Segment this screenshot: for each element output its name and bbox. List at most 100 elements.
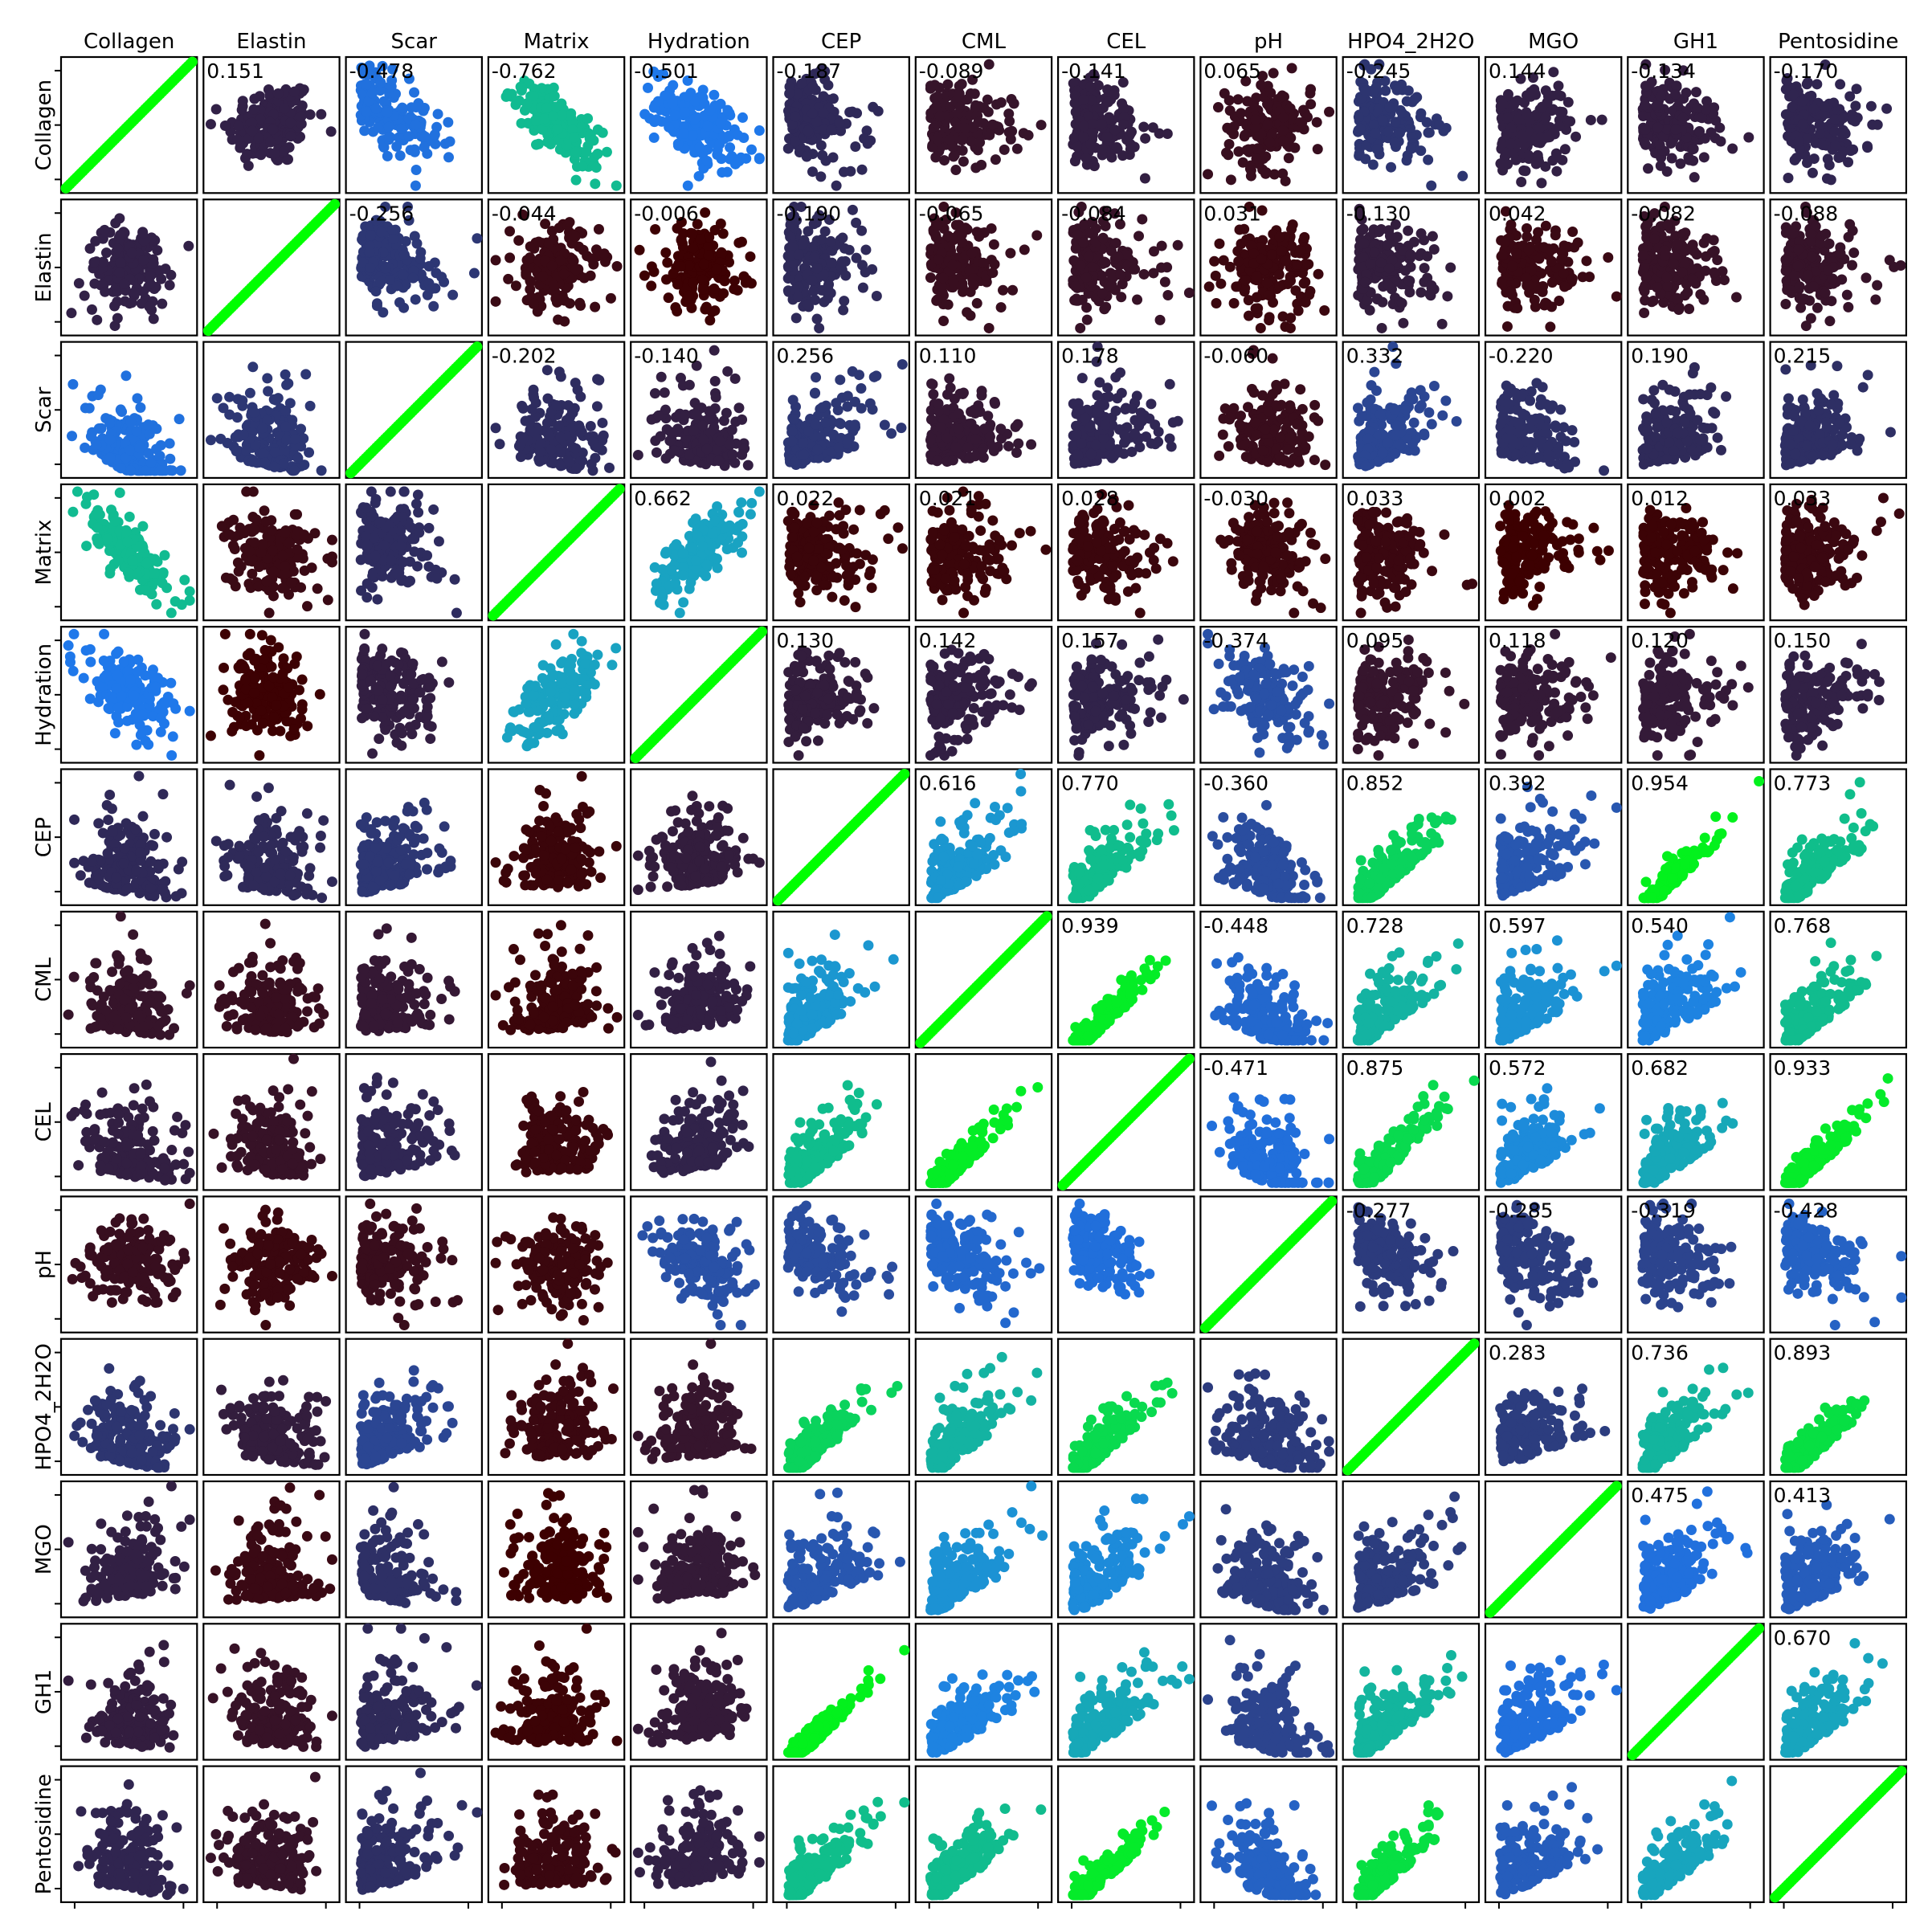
data-point bbox=[718, 288, 729, 299]
data-point bbox=[598, 248, 610, 259]
correlation-label: -0.501 bbox=[634, 59, 699, 83]
data-point bbox=[411, 102, 422, 113]
data-point bbox=[387, 63, 398, 75]
data-point bbox=[258, 448, 269, 460]
data-point bbox=[811, 263, 823, 274]
data-point bbox=[699, 98, 710, 109]
data-point bbox=[371, 103, 382, 114]
data-point bbox=[575, 300, 586, 311]
data-point bbox=[1313, 268, 1324, 280]
data-point bbox=[723, 130, 734, 141]
data-point bbox=[555, 431, 566, 443]
correlation-label: -0.170 bbox=[1774, 59, 1839, 83]
data-point bbox=[815, 171, 827, 182]
data-point bbox=[383, 121, 394, 133]
data-point bbox=[1384, 101, 1395, 112]
data-point bbox=[937, 281, 948, 292]
data-point bbox=[1841, 289, 1852, 300]
data-point bbox=[1251, 153, 1262, 165]
data-point bbox=[1147, 122, 1158, 133]
data-point bbox=[423, 260, 435, 272]
data-point bbox=[669, 109, 680, 120]
data-point bbox=[1386, 161, 1397, 173]
data-point bbox=[1035, 120, 1047, 131]
data-point bbox=[263, 386, 274, 397]
data-point bbox=[533, 236, 545, 247]
data-point bbox=[1651, 100, 1662, 112]
data-point bbox=[243, 160, 254, 171]
data-point bbox=[1395, 127, 1406, 138]
data-point bbox=[292, 452, 304, 464]
data-point bbox=[490, 423, 501, 434]
data-point bbox=[238, 429, 249, 440]
data-point bbox=[1655, 91, 1666, 102]
data-point bbox=[1004, 116, 1015, 127]
panel-collagen-vs-collagen bbox=[59, 55, 198, 194]
data-point bbox=[968, 280, 979, 291]
data-point bbox=[542, 393, 553, 404]
data-point bbox=[366, 88, 378, 99]
data-point bbox=[546, 260, 558, 272]
data-point bbox=[148, 313, 159, 325]
data-point bbox=[1263, 290, 1274, 301]
data-point bbox=[67, 378, 79, 390]
correlation-label: -0.044 bbox=[492, 202, 557, 225]
data-point bbox=[359, 125, 370, 137]
data-point bbox=[427, 283, 438, 294]
data-point bbox=[240, 445, 251, 456]
data-point bbox=[932, 294, 943, 305]
data-point bbox=[847, 204, 858, 215]
data-point bbox=[1421, 116, 1432, 128]
data-point bbox=[1661, 272, 1673, 283]
panel-collagen-vs-hpo4-2h2o: -0.245 bbox=[1342, 55, 1481, 194]
data-point bbox=[531, 139, 542, 150]
data-point bbox=[271, 394, 282, 406]
data-point bbox=[296, 423, 307, 435]
data-point bbox=[1700, 265, 1711, 276]
data-point bbox=[712, 145, 723, 156]
data-point bbox=[1652, 122, 1664, 133]
data-point bbox=[1698, 237, 1709, 248]
data-point bbox=[126, 247, 137, 259]
data-point bbox=[933, 254, 944, 265]
data-point bbox=[1640, 272, 1652, 284]
data-point bbox=[1097, 288, 1108, 299]
data-point bbox=[642, 82, 653, 93]
data-point bbox=[1203, 169, 1214, 180]
data-point bbox=[1210, 270, 1221, 281]
data-point bbox=[535, 438, 546, 449]
data-point bbox=[378, 96, 390, 107]
data-point bbox=[115, 405, 126, 416]
data-point bbox=[1830, 140, 1841, 151]
data-point bbox=[1400, 265, 1411, 276]
data-point bbox=[248, 104, 259, 115]
data-point bbox=[1545, 245, 1556, 256]
data-point bbox=[316, 465, 327, 476]
data-point bbox=[1511, 248, 1522, 259]
data-point bbox=[1383, 280, 1395, 291]
data-point bbox=[264, 88, 276, 100]
data-point bbox=[1792, 260, 1803, 272]
data-point bbox=[269, 148, 280, 159]
data-point bbox=[268, 124, 279, 135]
data-point bbox=[1640, 124, 1651, 135]
data-point bbox=[1070, 280, 1081, 292]
data-point bbox=[1426, 180, 1437, 191]
data-point bbox=[279, 103, 290, 114]
data-point bbox=[827, 257, 838, 268]
data-point bbox=[503, 273, 514, 284]
data-point bbox=[1557, 106, 1568, 117]
data-point bbox=[1551, 165, 1562, 177]
data-point bbox=[1211, 298, 1222, 309]
data-point bbox=[1523, 280, 1534, 291]
panel-collagen-vs-matrix: -0.762 bbox=[487, 55, 626, 194]
data-point bbox=[112, 312, 123, 324]
data-point bbox=[727, 449, 738, 460]
data-point bbox=[938, 155, 950, 166]
data-point bbox=[698, 259, 709, 270]
data-point bbox=[236, 104, 247, 116]
data-point bbox=[1241, 145, 1252, 156]
data-point bbox=[546, 444, 558, 455]
data-point bbox=[1106, 280, 1117, 291]
data-point bbox=[1845, 145, 1857, 157]
